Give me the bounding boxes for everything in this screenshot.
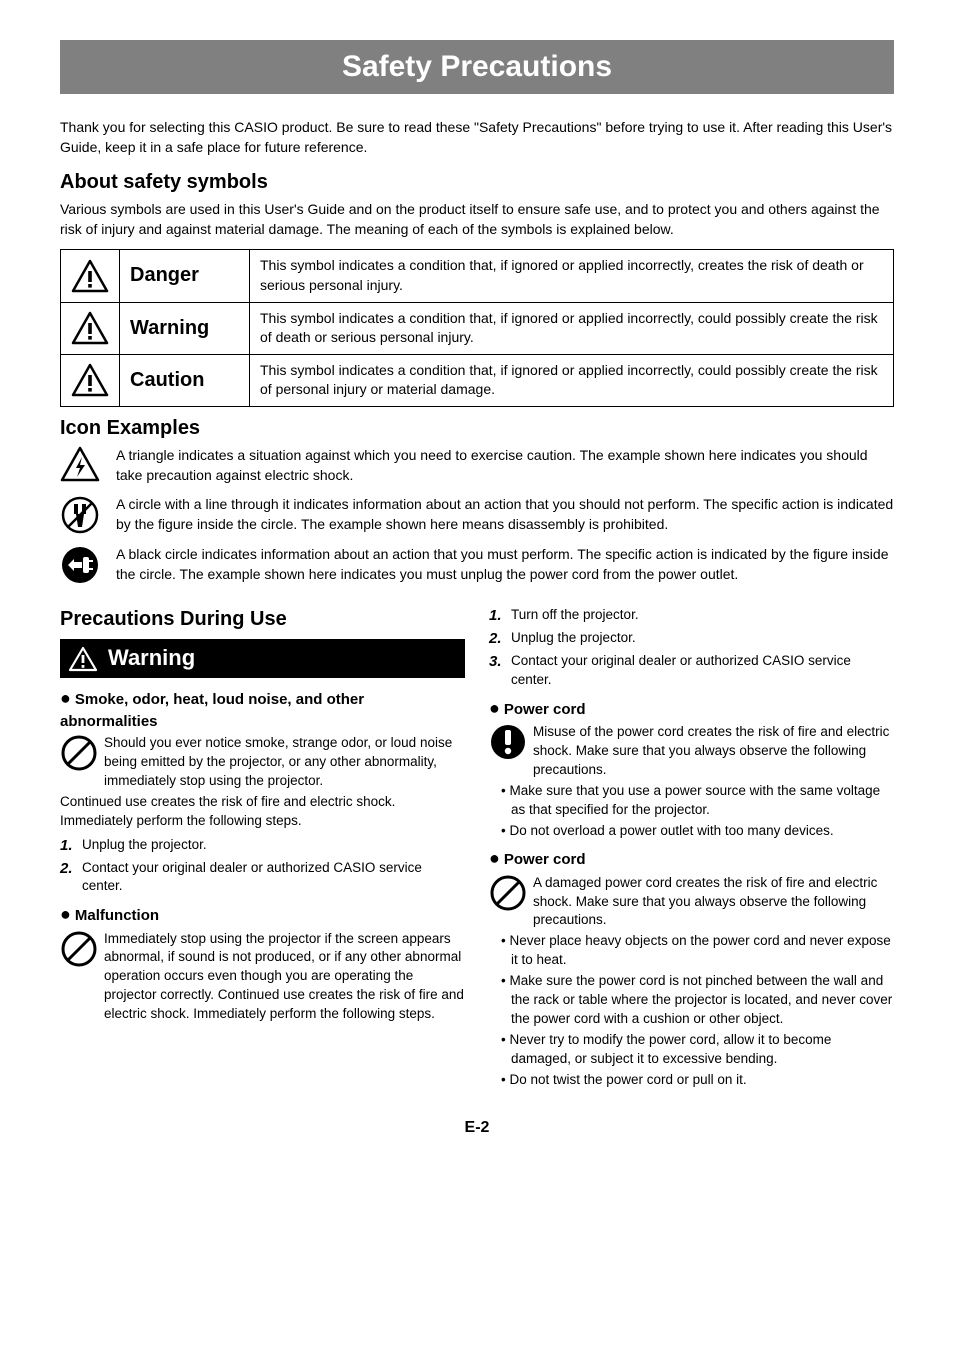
precautions-heading: Precautions During Use: [60, 605, 465, 633]
circle-prohibit-disassembly-icon: [60, 495, 100, 535]
circle-prohibit-icon: [60, 930, 98, 968]
list-item: Never place heavy objects on the power c…: [501, 932, 894, 970]
warning-box: Warning: [60, 639, 465, 678]
step-1-text: Turn off the projector.: [511, 605, 894, 626]
power1-bullets: Make sure that you use a power source wi…: [489, 782, 894, 841]
triangle-shock-icon: [60, 446, 100, 482]
smoke-text: Should you ever notice smoke, strange od…: [104, 734, 465, 791]
step-1-text: Unplug the projector.: [82, 835, 465, 856]
step-1: 1.Turn off the projector.: [489, 605, 894, 626]
table-row: Warning This symbol indicates a conditio…: [61, 302, 894, 354]
warning-label: Warning: [120, 302, 250, 354]
triangle-exclaim-white-icon: [68, 646, 98, 672]
step-3-text: Contact your original dealer or authoriz…: [511, 651, 894, 690]
malfunction-heading: ●Malfunction: [60, 902, 465, 927]
triangle-exclaim-icon: [71, 311, 109, 345]
list-item: Make sure the power cord is not pinched …: [501, 972, 894, 1029]
icon-example-text: A circle with a line through it indicate…: [116, 495, 894, 534]
smoke-heading: ●Smoke, odor, heat, loud noise, and othe…: [60, 686, 465, 732]
list-item: Do not twist the power cord or pull on i…: [501, 1071, 894, 1090]
step-3: 3.Contact your original dealer or author…: [489, 651, 894, 690]
about-text: Various symbols are used in this User's …: [60, 200, 894, 239]
table-row: Caution This symbol indicates a conditio…: [61, 354, 894, 406]
malfunction-text: Immediately stop using the projector if …: [104, 930, 465, 1024]
power1-heading: ●Power cord: [489, 696, 894, 721]
warning-box-label: Warning: [108, 643, 195, 674]
step-2-text: Contact your original dealer or authoriz…: [82, 858, 465, 897]
icon-example-row: A triangle indicates a situation against…: [60, 446, 894, 485]
list-item: Never try to modify the power cord, allo…: [501, 1031, 894, 1069]
danger-label: Danger: [120, 250, 250, 302]
step-1: 1.Unplug the projector.: [60, 835, 465, 856]
circle-prohibit-icon: [60, 734, 98, 772]
left-column: Precautions During Use Warning ●Smoke, o…: [60, 605, 465, 1091]
danger-icon-cell: [61, 250, 120, 302]
malfunction-heading-text: Malfunction: [75, 907, 159, 924]
warning-icon-cell: [61, 302, 120, 354]
power1-heading-text: Power cord: [504, 701, 586, 718]
triangle-exclaim-icon: [71, 363, 109, 397]
two-column-area: Precautions During Use Warning ●Smoke, o…: [60, 605, 894, 1091]
danger-desc: This symbol indicates a condition that, …: [250, 250, 894, 302]
table-row: Danger This symbol indicates a condition…: [61, 250, 894, 302]
caution-label: Caution: [120, 354, 250, 406]
step-2-text: Unplug the projector.: [511, 628, 894, 649]
caution-desc: This symbol indicates a condition that, …: [250, 354, 894, 406]
circle-prohibit-icon: [489, 874, 527, 912]
circle-exclaim-icon: [489, 723, 527, 761]
triangle-exclaim-icon: [71, 259, 109, 293]
smoke-heading-text: Smoke, odor, heat, loud noise, and other…: [60, 691, 364, 730]
icon-example-text: A black circle indicates information abo…: [116, 545, 894, 584]
step-2: 2.Contact your original dealer or author…: [60, 858, 465, 897]
icon-examples-heading: Icon Examples: [60, 417, 894, 440]
step-2: 2.Unplug the projector.: [489, 628, 894, 649]
power1-text: Misuse of the power cord creates the ris…: [533, 723, 894, 780]
icon-examples-section: A triangle indicates a situation against…: [60, 446, 894, 585]
page-banner: Safety Precautions: [60, 40, 894, 94]
right-column: 1.Turn off the projector. 2.Unplug the p…: [489, 605, 894, 1091]
intro-text: Thank you for selecting this CASIO produ…: [60, 118, 894, 157]
safety-table: Danger This symbol indicates a condition…: [60, 249, 894, 407]
warning-desc: This symbol indicates a condition that, …: [250, 302, 894, 354]
page-number: E-2: [60, 1119, 894, 1137]
power2-bullets: Never place heavy objects on the power c…: [489, 932, 894, 1089]
circle-unplug-icon: [60, 545, 100, 585]
power2-text: A damaged power cord creates the risk of…: [533, 874, 894, 931]
icon-example-row: A black circle indicates information abo…: [60, 545, 894, 585]
power2-heading: ●Power cord: [489, 846, 894, 871]
list-item: Do not overload a power outlet with too …: [501, 822, 894, 841]
smoke-continued: Continued use creates the risk of fire a…: [60, 793, 465, 831]
list-item: Make sure that you use a power source wi…: [501, 782, 894, 820]
caution-icon-cell: [61, 354, 120, 406]
icon-example-text: A triangle indicates a situation against…: [116, 446, 894, 485]
icon-example-row: A circle with a line through it indicate…: [60, 495, 894, 535]
about-heading: About safety symbols: [60, 171, 894, 194]
power2-heading-text: Power cord: [504, 851, 586, 868]
